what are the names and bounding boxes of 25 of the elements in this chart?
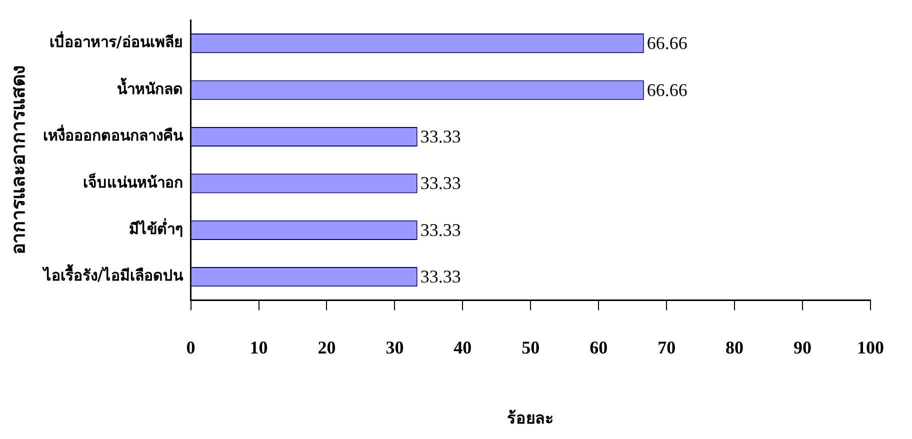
x-tick-label: 90 [794,338,812,358]
x-tick-label: 80 [726,338,744,358]
data-label: 66.66 [646,33,688,54]
data-label: 33.33 [420,126,461,146]
x-tick-label: 60 [590,338,608,358]
x-tick-label: 30 [386,338,404,358]
y-axis-title: อาการและอาการแสดง [7,66,30,255]
y-tick-label: เหงื่อออกตอนกลางคืน [42,124,184,145]
data-label: 33.33 [420,220,461,240]
x-tick-label: 20 [318,338,336,358]
x-tick-label: 40 [454,338,472,358]
data-label: 66.66 [646,80,688,100]
y-tick-label: น้ำหนักลด [116,76,183,98]
data-label: 33.33 [420,173,461,194]
x-tick-label: 70 [658,338,676,358]
y-tick-label: เบื่ออาหาร/อ่อนเพลีย [49,31,183,52]
x-tick-label: 100 [857,338,884,358]
x-tick-label: 50 [522,338,540,358]
data-label: 33.33 [420,266,461,287]
x-tick-label: 0 [186,338,196,358]
x-tick-label: 10 [250,338,268,358]
y-tick-label: ไอเรื้อรัง/ไอมีเลือดปน [41,264,184,285]
x-axis-title: ร้อยละ [507,408,554,428]
y-tick-label: มีไข้ต่ำๆ [128,218,183,238]
y-tick-label: เจ็บแน่นหน้าอก [82,172,183,192]
